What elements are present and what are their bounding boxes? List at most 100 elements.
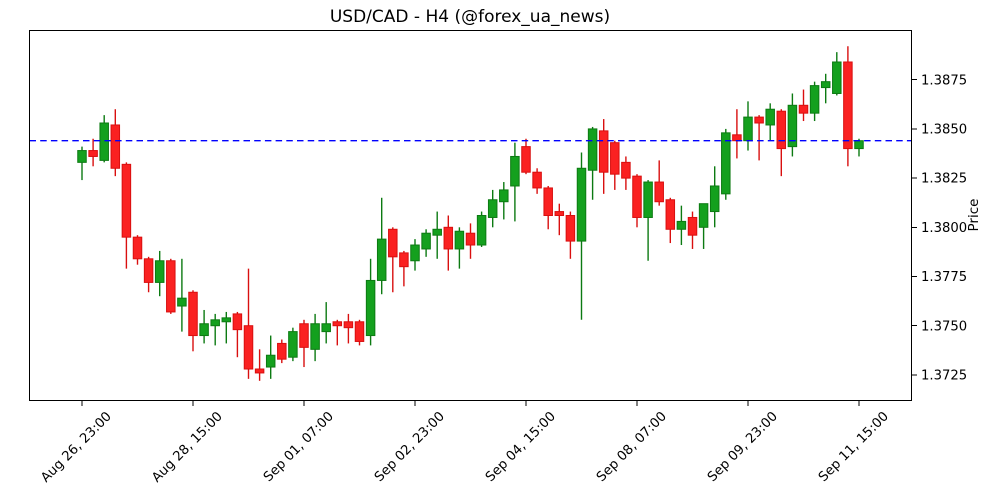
candle-body [565,215,576,242]
candle-36 [476,211,487,247]
candle-69 [843,46,853,167]
candle-23 [332,319,343,346]
candle-60 [743,101,753,151]
candle-body [476,215,487,246]
y-tick-label: 1.3750 [921,319,967,334]
candle-50 [632,174,642,228]
candle-43 [554,203,565,236]
candle-19 [288,327,298,362]
chart-title: USD/CAD - H4 (@forex_ua_news) [330,7,610,27]
candle-35 [465,223,476,259]
candle-24 [343,313,354,344]
candle-body [243,325,254,370]
candle-body [188,291,198,337]
candle-body [88,150,98,157]
candle-7 [154,250,165,297]
candle-66 [809,81,820,122]
candle-body [143,258,154,283]
candle-body [676,220,687,230]
candle-11 [199,309,209,344]
candle-42 [543,185,553,230]
candle-body [743,116,753,142]
candle-57 [709,166,720,228]
candle-28 [388,227,398,293]
plot-area: 1.3725 1.3750 1.3775 1.3800 1.3825 1.3850 1.38… [29,30,967,486]
candle-body [621,161,631,179]
candle-30 [410,239,420,271]
candle-body [487,199,498,218]
x-tick-label: Sep 04, 15:00 [483,409,559,485]
candle-27 [376,197,387,295]
candle-body [177,297,187,307]
candle-body [554,211,565,216]
candle-body [610,142,620,175]
x-tick-label: Sep 02, 23:00 [372,409,448,485]
candle-body [254,368,265,374]
candle-body [632,175,642,218]
candle-62 [765,103,775,141]
candle-18 [277,339,287,364]
candle-body [465,232,476,246]
candle-body [521,146,531,173]
y-tick-label: 1.3725 [921,369,967,384]
candle-16 [254,349,265,381]
candle-48 [610,140,620,190]
candle-14 [232,311,243,358]
candle-body [654,181,664,203]
candle-47 [598,119,609,194]
candle-61 [754,115,764,161]
candle-body [343,321,354,329]
candle-body [532,171,542,189]
candle-body [754,116,764,124]
candle-body [421,232,431,250]
candle-body [99,122,109,161]
candle-body [354,321,365,342]
x-tick-label: Sep 01, 07:00 [261,409,337,485]
candle-body [388,228,398,258]
candle-53 [665,197,676,244]
candle-63 [776,109,787,177]
candle-body [832,61,842,94]
candle-body [199,323,209,337]
candle-20 [299,319,309,368]
candle-55 [687,211,698,249]
candle-body [510,155,520,187]
candle-body [310,323,320,350]
candle-body [576,167,587,242]
candle-56 [698,203,709,249]
candle-body [265,354,276,368]
candle-0 [77,146,87,181]
candle-39 [510,142,520,222]
candle-68 [832,52,842,96]
candle-body [332,321,343,327]
candle-body [776,110,787,150]
candle-46 [587,126,598,200]
candle-body [454,230,465,250]
candle-54 [676,205,687,246]
candle-26 [365,258,376,346]
candle-33 [443,215,454,271]
candle-22 [321,302,331,344]
candle-body [443,226,454,250]
candle-body [765,108,775,126]
candle-body [154,260,165,283]
candle-body [698,203,709,228]
candle-body [432,228,442,236]
candle-58 [721,128,731,200]
candle-body [820,81,831,89]
candle-3 [110,109,121,177]
candle-body [721,132,731,195]
candle-38 [499,182,509,220]
candle-37 [487,189,498,228]
candle-body [376,238,387,281]
candle-15 [243,268,254,379]
candle-5 [132,235,143,265]
candle-40 [521,138,531,175]
candle-2 [99,115,109,163]
candle-body [543,187,553,216]
candle-body [321,323,331,333]
y-tick-label: 1.3825 [921,172,967,187]
candle-body [687,216,698,236]
candle-52 [654,160,664,206]
